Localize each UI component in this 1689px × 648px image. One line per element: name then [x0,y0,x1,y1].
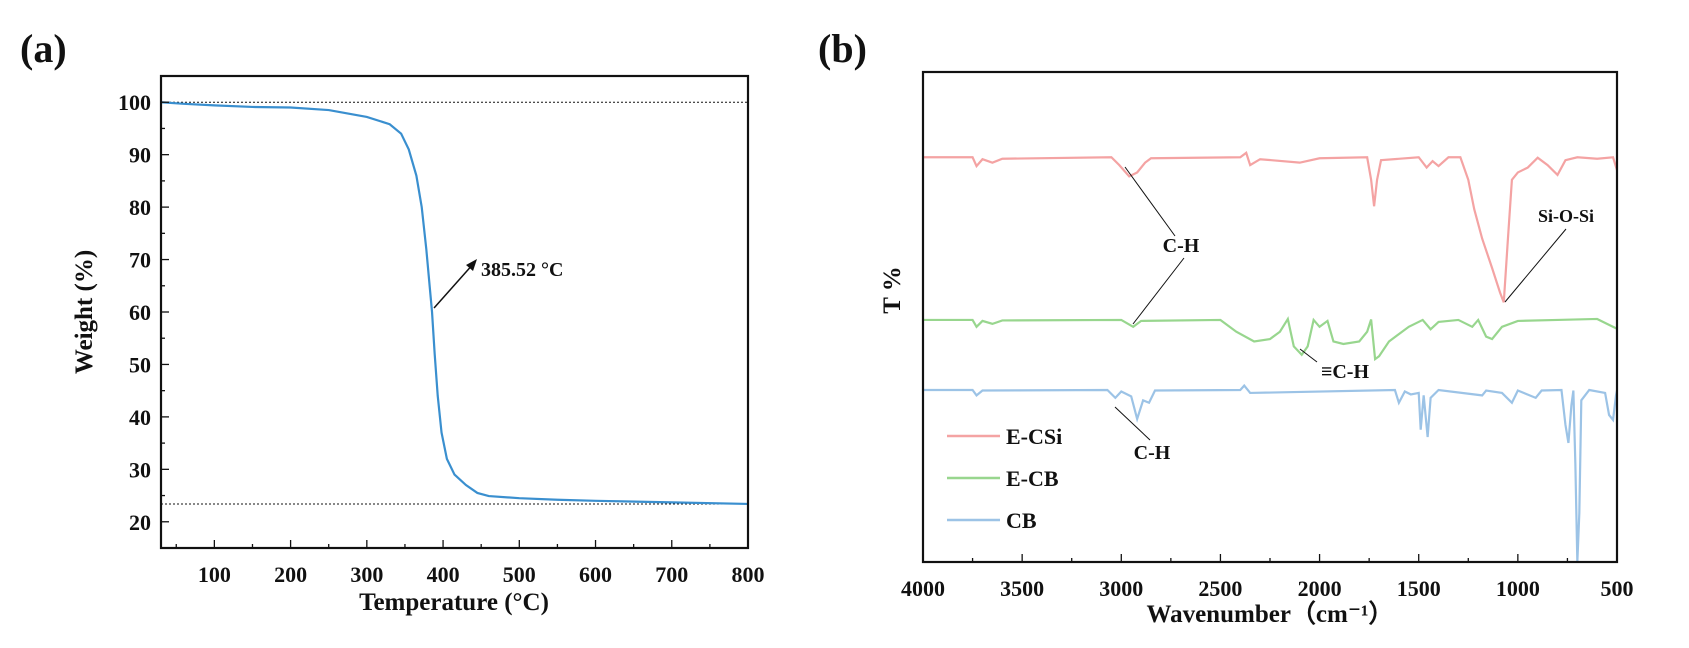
x-tick-label: 500 [503,562,536,587]
annotation-label: C-H [1163,235,1200,257]
x-tick-label: 3500 [1000,576,1044,601]
annotation-leader [1114,406,1151,441]
y-tick-label: 60 [129,300,151,325]
x-tick-label: 600 [579,562,612,587]
annotation-leader [1124,166,1176,237]
panel-label-a: (a) [20,26,67,71]
x-tick-label: 500 [1601,576,1634,601]
legend-label: E-CB [1006,466,1059,491]
y-tick-label: 70 [129,248,151,273]
x-axis-title: Temperature (°C) [359,589,549,616]
y-tick-label: 80 [129,195,151,220]
y-tick-label: 100 [118,90,151,115]
annotation-label: ≡C-H [1321,361,1370,383]
x-tick-label: 800 [732,562,765,587]
tga-curve [160,101,749,506]
arrow-head [466,259,478,271]
x-tick-label: 4000 [901,576,945,601]
x-tick-label: 200 [274,562,307,587]
y-tick-label: 90 [129,143,151,168]
x-tick-label: 1500 [1397,576,1441,601]
spectrum-e-cb [923,316,1618,362]
annotation-label: Si-O-Si [1538,206,1594,226]
legend-label: CB [1006,508,1037,533]
x-tick-label: 700 [655,562,688,587]
annotation-leader [1299,348,1318,363]
y-tick-label: 20 [129,510,151,535]
annotation-leader [1132,257,1185,325]
spectrum-e-csi [923,151,1619,303]
y-tick-label: 50 [129,352,151,377]
x-tick-label: 3000 [1099,576,1143,601]
x-tick-label: 300 [350,562,383,587]
x-tick-label: 100 [198,562,231,587]
y-tick-label: 30 [129,457,151,482]
x-tick-label: 400 [427,562,460,587]
x-tick-label: 2000 [1298,576,1342,601]
annotation-arrow [433,262,475,309]
y-axis-title: Weight (%) [71,250,98,374]
y-tick-label: 40 [129,405,151,430]
annotation-label: C-H [1134,442,1171,464]
panel-label-b: (b) [818,26,867,71]
annotation-leader [1504,228,1567,303]
spectrum-cb [923,383,1619,563]
x-axis-title: Wavenumber（cm⁻¹） [1146,599,1393,628]
x-tick-label: 1000 [1496,576,1540,601]
plot-frame-a [159,74,750,550]
x-tick-label: 2500 [1198,576,1242,601]
annotation-label: 385.52 °C [481,259,563,281]
y-axis-title: T % [879,266,906,313]
legend-label: E-CSi [1006,424,1062,449]
